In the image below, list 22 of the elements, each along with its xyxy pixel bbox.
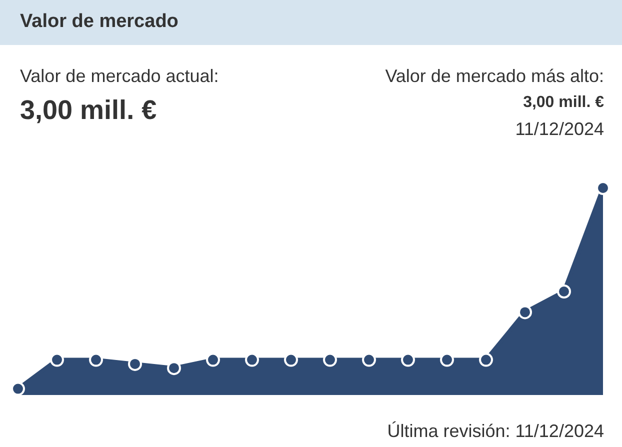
point <box>596 181 610 195</box>
point <box>362 352 376 367</box>
chart-title: Valor de mercado <box>20 11 178 33</box>
point <box>284 352 298 367</box>
point <box>245 352 259 367</box>
point <box>11 382 25 396</box>
point <box>479 352 493 367</box>
text: Última revisión: 11/12/2024 <box>387 421 604 442</box>
text: 3,00 mill. € <box>523 94 604 112</box>
text: Valor de mercado actual: <box>20 66 219 87</box>
point <box>557 284 571 298</box>
text: 11/12/2024 <box>515 119 604 140</box>
point <box>401 352 415 367</box>
point <box>50 352 64 367</box>
point <box>440 352 454 367</box>
point <box>167 361 181 376</box>
point <box>89 352 103 367</box>
point <box>206 352 220 367</box>
text: 3,00 mill. € <box>20 95 157 126</box>
text: Valor de mercado más alto: <box>385 66 604 87</box>
point <box>518 305 532 320</box>
point <box>323 352 337 367</box>
